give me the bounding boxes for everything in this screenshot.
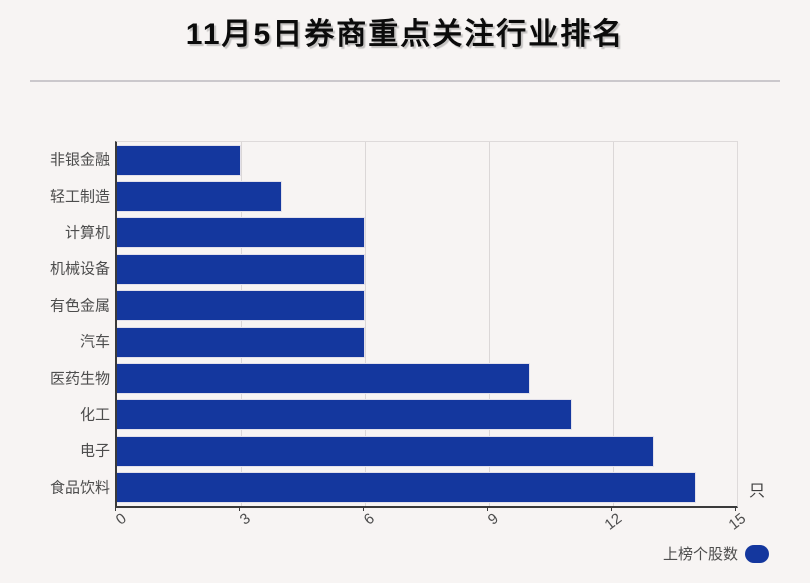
y-axis-label: 轻工制造 <box>49 188 110 206</box>
legend-label: 上榜个股数 <box>662 546 738 563</box>
gridline-6 <box>365 142 366 506</box>
legend: 上榜个股数 <box>663 543 769 564</box>
x-tick-label: 12 <box>601 510 626 534</box>
bar-计算机 <box>117 217 365 249</box>
x-axis-unit-label: 只 <box>749 483 766 500</box>
x-tick-label: 9 <box>484 510 502 529</box>
chart-title: 11月5日券商重点关注行业排名 <box>185 18 625 51</box>
x-tick-mark <box>239 507 240 511</box>
x-tick-mark <box>363 507 364 511</box>
x-tick-mark <box>115 507 116 511</box>
x-tick-mark <box>735 507 736 511</box>
bar-医药生物 <box>117 362 531 394</box>
bar-非银金融 <box>117 144 241 176</box>
gridline-3 <box>241 142 242 506</box>
y-axis-label: 机械设备 <box>49 260 110 278</box>
bar-机械设备 <box>117 253 365 285</box>
bar-有色金属 <box>117 290 365 322</box>
y-axis-label: 汽车 <box>79 333 110 351</box>
x-tick-label: 0 <box>112 510 130 529</box>
y-axis-label: 化工 <box>79 406 110 424</box>
gridline-12 <box>613 142 614 506</box>
bar-轻工制造 <box>117 180 283 212</box>
bar-食品饮料 <box>117 472 696 504</box>
bar-化工 <box>117 399 572 431</box>
y-axis-label: 计算机 <box>64 224 110 242</box>
y-axis-label: 医药生物 <box>49 370 110 388</box>
y-axis-label: 非银金融 <box>49 151 110 169</box>
plot-area <box>115 141 738 508</box>
y-axis-label: 食品饮料 <box>49 479 110 497</box>
x-tick-label: 6 <box>360 510 378 529</box>
bar-电子 <box>117 435 655 467</box>
legend-marker-icon <box>745 544 769 563</box>
y-axis-label: 有色金属 <box>49 297 110 315</box>
x-tick-label: 15 <box>725 510 750 534</box>
bar-汽车 <box>117 326 365 358</box>
title-divider <box>30 80 780 82</box>
x-tick-mark <box>611 507 612 511</box>
x-tick-mark <box>487 507 488 511</box>
gridline-9 <box>489 142 490 506</box>
y-axis-label: 电子 <box>79 442 110 460</box>
x-tick-label: 3 <box>236 510 254 529</box>
